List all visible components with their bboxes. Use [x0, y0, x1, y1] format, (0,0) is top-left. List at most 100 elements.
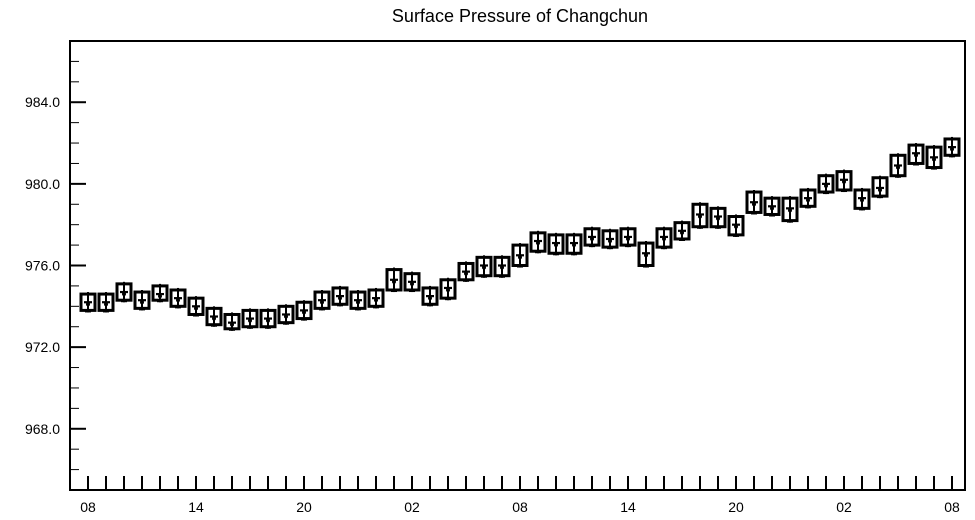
chart-title: Surface Pressure of Changchun [392, 6, 648, 26]
y-axis: 984.0 980.0 976.0 972.0 968.0 [25, 60, 86, 471]
median-dot [158, 294, 162, 299]
median-dot [266, 318, 270, 323]
box-mark [223, 312, 241, 331]
median-dot [806, 198, 810, 203]
box-mark [745, 189, 763, 215]
median-dot [860, 198, 864, 203]
box-mark [907, 143, 925, 166]
median-dot [284, 314, 288, 319]
box-mark [133, 289, 151, 311]
box-mark [295, 300, 313, 321]
median-dot [914, 153, 918, 158]
median-dot [374, 298, 378, 303]
median-dot [86, 302, 90, 307]
box-mark [97, 292, 115, 313]
box-mark [151, 283, 169, 303]
box-mark [457, 261, 475, 282]
box-mark [763, 196, 781, 217]
box-mark [115, 281, 133, 303]
box-mark [673, 220, 691, 242]
median-dot [896, 165, 900, 170]
box-mark [565, 232, 583, 256]
median-dot [626, 236, 630, 241]
median-dot [662, 236, 666, 241]
median-dot [320, 300, 324, 305]
median-dot [752, 202, 756, 207]
median-dot [482, 265, 486, 270]
median-dot [950, 147, 954, 152]
box-mark [79, 292, 97, 313]
box-mark [799, 187, 817, 209]
y-tick-label: 984.0 [25, 94, 60, 110]
box-mark [691, 202, 709, 229]
median-dot [680, 230, 684, 235]
median-dot [122, 292, 126, 297]
median-dot [248, 318, 252, 323]
median-dot [140, 300, 144, 305]
y-tick-label: 972.0 [25, 339, 60, 355]
box-mark [655, 226, 673, 250]
median-dot [302, 310, 306, 315]
median-dot [464, 271, 468, 276]
median-dot [590, 236, 594, 241]
box-mark [547, 232, 565, 256]
box-mark [619, 226, 637, 248]
median-dot [788, 208, 792, 213]
median-dot [554, 243, 558, 248]
median-dot [536, 241, 540, 246]
x-tick-label: 08 [512, 499, 528, 515]
box-mark [259, 308, 277, 329]
median-dot [356, 300, 360, 305]
median-dot [194, 306, 198, 311]
median-dot [212, 316, 216, 321]
median-dot [572, 243, 576, 248]
median-dot [770, 206, 774, 211]
median-dot [338, 296, 342, 301]
median-dot [842, 179, 846, 184]
box-mark [727, 214, 745, 237]
median-dot [230, 322, 234, 327]
box-mark [421, 285, 439, 307]
median-dot [410, 281, 414, 286]
y-tick-label: 976.0 [25, 258, 60, 274]
box-mark [637, 241, 655, 268]
x-tick-label: 14 [188, 499, 204, 515]
median-dot [698, 214, 702, 219]
median-dot [500, 265, 504, 270]
box-mark [439, 277, 457, 301]
median-dot [716, 216, 720, 221]
box-mark [385, 267, 403, 293]
box-mark [493, 255, 511, 278]
median-dot [644, 253, 648, 258]
x-tick-label: 14 [620, 499, 636, 515]
box-mark [871, 175, 889, 199]
box-mark [241, 308, 259, 329]
x-tick-label: 08 [80, 499, 96, 515]
box-mark [925, 145, 943, 170]
median-dot [824, 183, 828, 188]
box-mark [475, 255, 493, 278]
median-dot [446, 287, 450, 292]
median-dot [518, 255, 522, 260]
box-mark [313, 289, 331, 311]
box-mark [601, 228, 619, 250]
median-dot [734, 224, 738, 229]
median-dot [428, 296, 432, 301]
box-mark [835, 169, 853, 193]
box-mark [817, 173, 835, 195]
box-mark [331, 285, 349, 307]
x-axis: 08 14 20 02 08 14 20 02 08 [80, 476, 960, 515]
box-mark [583, 226, 601, 248]
x-tick-label: 20 [728, 499, 744, 515]
box-mark [943, 136, 961, 158]
box-mark [853, 187, 871, 211]
box-mark [205, 306, 223, 327]
box-mark [403, 271, 421, 293]
y-tick-label: 968.0 [25, 421, 60, 437]
box-mark [511, 243, 529, 268]
median-dot [392, 279, 396, 284]
median-dot [176, 298, 180, 303]
x-tick-label: 02 [404, 499, 420, 515]
box-marks [79, 136, 961, 331]
